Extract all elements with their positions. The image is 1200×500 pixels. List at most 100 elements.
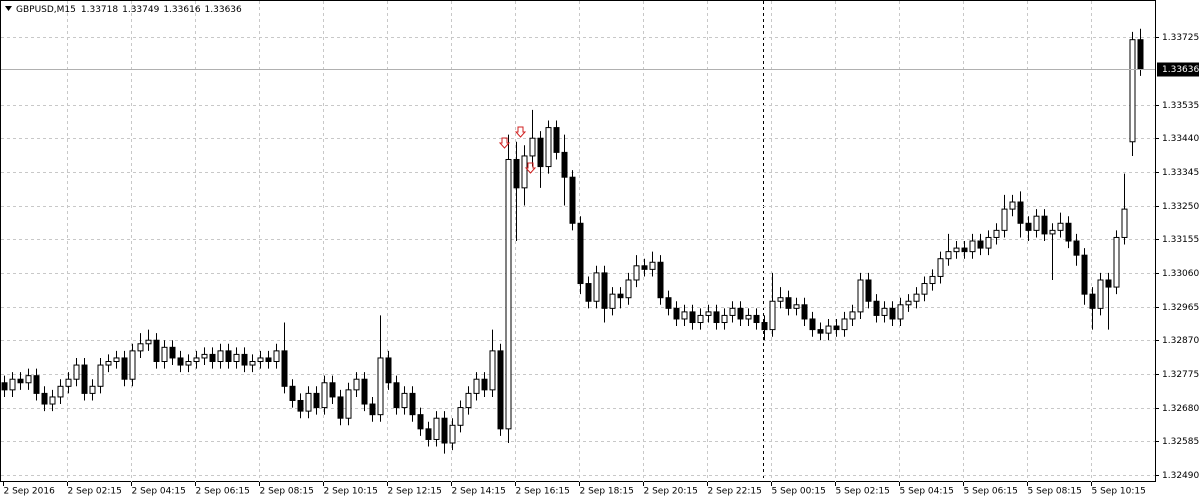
x-tick-label: 5 Sep 08:15 [1028, 487, 1082, 497]
candle-body [1041, 215, 1048, 235]
candle-body [801, 304, 808, 320]
candle-body [753, 314, 760, 324]
candle-body [177, 357, 184, 366]
candle-body [97, 364, 104, 387]
candle-body [121, 357, 128, 380]
candle-body [481, 378, 488, 391]
candle-body [881, 307, 888, 316]
candle-body [105, 361, 112, 366]
last-low: 1.33616 [163, 5, 200, 15]
x-tick-label: 2 Sep 02:15 [68, 487, 122, 497]
candle-body [929, 275, 936, 285]
candle-body [1017, 201, 1024, 224]
candle-body [473, 378, 480, 394]
y-tick-label: 1.32490 [1162, 471, 1199, 481]
candle-body [449, 424, 456, 444]
x-tick-label: 5 Sep 02:15 [836, 487, 890, 497]
candle-body [257, 357, 264, 362]
candle-body [521, 155, 528, 189]
candle-body [729, 307, 736, 316]
candle-body [441, 417, 448, 444]
trade-arrows [498, 126, 537, 174]
candle-body [73, 364, 80, 380]
candle-body [425, 428, 432, 440]
x-tick-label: 5 Sep 00:15 [772, 487, 826, 497]
candle-body [977, 240, 984, 249]
y-tick-label: 1.33440 [1162, 134, 1199, 144]
y-tick-label: 1.32585 [1162, 437, 1199, 447]
candle-body [321, 382, 328, 409]
candle-body [913, 293, 920, 302]
y-tick-label: 1.33345 [1162, 168, 1199, 178]
candle-body [137, 343, 144, 352]
candle-body [209, 353, 216, 363]
candle-body [761, 322, 768, 331]
candle-body [905, 300, 912, 306]
last-high: 1.33749 [122, 5, 159, 15]
candle-body [465, 392, 472, 409]
candle-body [609, 293, 616, 309]
candle-body [81, 364, 88, 394]
menu-triangle [5, 6, 12, 11]
y-tick-label: 1.32965 [1162, 303, 1199, 313]
candle-body [1089, 293, 1096, 309]
candle-body [625, 279, 632, 299]
y-tick-label: 1.33725 [1162, 33, 1199, 43]
candle-body [457, 407, 464, 426]
candle-body [1137, 39, 1144, 70]
candle-body [777, 297, 784, 302]
candle-body [721, 314, 728, 324]
candle-body [1033, 215, 1040, 231]
y-tick-label: 1.33155 [1162, 235, 1199, 245]
candle-body [889, 307, 896, 320]
candle-body [313, 392, 320, 409]
candle-body [409, 392, 416, 416]
y-tick-label: 1.32775 [1162, 370, 1199, 380]
candle-body [1057, 222, 1064, 231]
candle-body [1129, 39, 1136, 143]
x-tick-label: 5 Sep 10:15 [1092, 487, 1146, 497]
y-tick-label: 1.32870 [1162, 336, 1199, 346]
chart-header: GBPUSD,M15 1.33718 1.33749 1.33616 1.33636 [16, 5, 242, 15]
candle-body [737, 307, 744, 320]
x-tick-label: 2 Sep 16:15 [516, 487, 570, 497]
candle-body [577, 222, 584, 285]
candle-body [401, 392, 408, 409]
x-tick-label: 2 Sep 2016 [4, 487, 56, 497]
last-close: 1.33636 [205, 5, 242, 15]
candle-body [329, 382, 336, 398]
x-tick-label: 5 Sep 04:15 [900, 487, 954, 497]
candle-body [225, 350, 232, 362]
candle-body [25, 375, 32, 384]
y-tick-label: 1.33535 [1162, 101, 1199, 111]
candle-body [233, 353, 240, 363]
x-tick-label: 2 Sep 12:15 [388, 487, 442, 497]
candle-body [961, 247, 968, 253]
candle-body [169, 346, 176, 359]
candle-body [841, 318, 848, 331]
candle-body [1121, 208, 1128, 238]
candle-body [617, 293, 624, 299]
candle-body [833, 325, 840, 331]
candle-body [41, 392, 48, 405]
candle-body [385, 357, 392, 384]
candle-body [673, 307, 680, 320]
x-tick-label: 2 Sep 08:15 [260, 487, 314, 497]
price-label: 1.33636 [1162, 65, 1199, 75]
candle-body [705, 311, 712, 316]
candle-body [1001, 208, 1008, 231]
symbol: GBPUSD,M15 [16, 5, 76, 15]
candle-body [545, 127, 552, 168]
candle-body [937, 258, 944, 277]
candle-body [649, 261, 656, 270]
candle-body [1073, 240, 1080, 256]
x-tick-label: 2 Sep 18:15 [580, 487, 634, 497]
candle-body [953, 247, 960, 253]
candle-body [873, 300, 880, 316]
candle-body [657, 261, 664, 299]
candle-body [337, 396, 344, 419]
candle-body [1, 382, 8, 391]
candle-body [273, 350, 280, 362]
candle-body [713, 311, 720, 324]
